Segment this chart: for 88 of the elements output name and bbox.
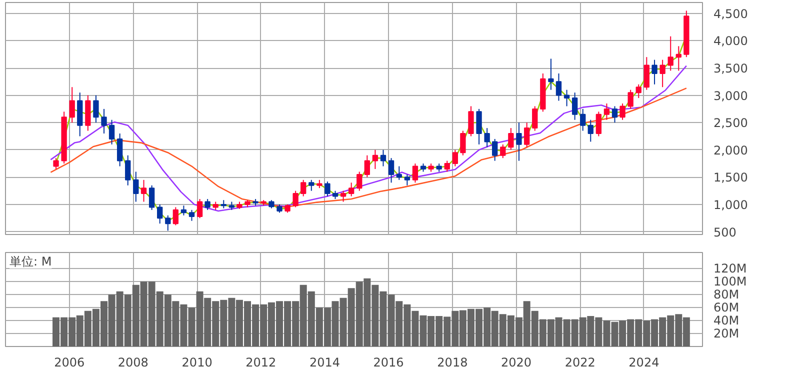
y-tick-label: 4,500: [714, 6, 748, 21]
candlestick: [580, 108, 586, 132]
candlestick: [148, 184, 155, 210]
candlestick: [604, 102, 610, 120]
candlestick: [348, 182, 354, 197]
candlestick: [652, 59, 658, 85]
y-tick-label: 40M: [714, 314, 740, 328]
candlestick: [308, 179, 314, 192]
y-tick-label: 100M: [714, 274, 747, 289]
candlestick: [596, 111, 602, 137]
candlestick: [324, 181, 330, 197]
x-tick-label: 2016: [373, 356, 404, 369]
candlestick: [165, 214, 171, 232]
line-series: [50, 65, 688, 212]
y-tick-label: 3,000: [714, 88, 748, 103]
y-tick-label: 20M: [714, 326, 740, 341]
candlestick: [188, 209, 195, 222]
y-tick-label: 60M: [714, 300, 740, 315]
candlestick: [133, 171, 139, 202]
candlestick: [468, 106, 474, 137]
candlestick: [492, 138, 498, 162]
x-tick-label: 2006: [54, 356, 85, 369]
candlestick: [53, 158, 59, 170]
candlestick: [388, 158, 394, 184]
y-tick-label: 1,000: [714, 198, 748, 212]
candlestick: [69, 86, 75, 124]
candlestick: [620, 102, 626, 120]
candlestick: [660, 59, 666, 88]
candlestick: [452, 149, 458, 167]
candlestick: [380, 149, 386, 167]
candlestick: [340, 190, 346, 202]
y-tick-label: 1,500: [714, 170, 748, 185]
x-tick-label: 2022: [564, 356, 596, 369]
candlestick: [372, 149, 378, 170]
x-tick-label: 2012: [246, 356, 276, 369]
candlestick: [356, 171, 362, 192]
candlestick: [157, 204, 163, 224]
candlestick: [524, 122, 530, 148]
candlestick: [404, 174, 410, 186]
candlestick: [460, 130, 466, 156]
candlestick: [116, 133, 123, 167]
candlestick: [644, 56, 650, 90]
candlestick: [101, 108, 107, 134]
candlestick: [180, 205, 187, 216]
candlestick: [500, 144, 506, 159]
x-tick-label: 2010: [182, 356, 212, 369]
candlestick: [508, 128, 514, 150]
candlestick: [292, 190, 298, 208]
candlestick: [564, 89, 570, 107]
candlestick: [196, 198, 203, 219]
candlestick: [572, 92, 578, 120]
candlestick: [668, 36, 674, 72]
candlestick: [636, 84, 642, 99]
candlestick: [476, 108, 482, 145]
candlestick: [125, 154, 131, 186]
candlestick: [204, 198, 210, 210]
y-tick-label: 500: [714, 225, 736, 240]
candlestick: [628, 89, 634, 110]
annotation: 単位: M: [10, 254, 52, 268]
x-tick-label: 2020: [500, 356, 532, 369]
candlestick: [300, 179, 306, 197]
y-tick-label: 120M: [714, 262, 747, 276]
candlestick: [396, 166, 402, 180]
y-tick-label: 2,000: [714, 143, 748, 158]
candlestick: [444, 160, 450, 172]
candlestick: [556, 72, 562, 102]
candlestick: [548, 58, 554, 90]
candlestick: [412, 163, 418, 184]
y-tick-label: 2,500: [714, 116, 748, 130]
candlestick: [140, 179, 147, 202]
candlestick: [676, 46, 682, 72]
candlestick: [172, 206, 178, 226]
line-series: [50, 88, 688, 208]
x-tick-label: 2024: [628, 356, 660, 369]
candlestick: [93, 94, 99, 124]
x-tick-label: 2008: [118, 356, 148, 369]
y-tick-label: 80M: [714, 288, 740, 302]
x-tick-label: 2018: [437, 356, 468, 369]
candlestick: [108, 119, 115, 145]
candlestick: [516, 122, 522, 162]
candlestick: [612, 106, 618, 124]
y-tick-label: 4,000: [714, 34, 748, 48]
x-tick-label: 2014: [309, 356, 340, 369]
candlestick: [532, 106, 538, 132]
y-tick-label: 3,500: [714, 62, 748, 76]
candlestick: [484, 128, 490, 148]
candlestick: [588, 119, 594, 142]
candlestick: [364, 154, 370, 178]
